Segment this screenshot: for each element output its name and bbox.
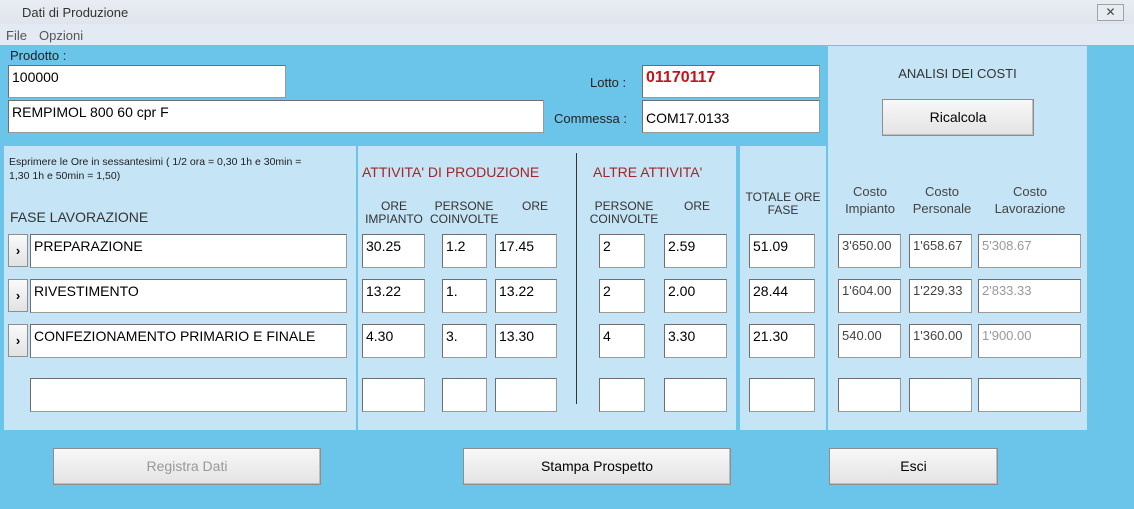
- analisi-title: ANALISI DEI COSTI: [898, 66, 1017, 81]
- stampa-prospetto-button[interactable]: Stampa Prospetto: [463, 448, 731, 485]
- costo-lavorazione-field[interactable]: 5'308.67: [978, 234, 1081, 268]
- costo-lavorazione-field[interactable]: [978, 378, 1081, 412]
- row-detail-button[interactable]: ›: [8, 324, 28, 357]
- fase-input[interactable]: RIVESTIMENTO: [30, 279, 347, 313]
- commessa-label: Commessa :: [554, 111, 627, 126]
- ore-altre-input[interactable]: 2.59: [664, 234, 727, 268]
- commessa-input[interactable]: COM17.0133: [642, 100, 820, 133]
- persone-header: PERSONE COINVOLTE: [430, 199, 499, 226]
- costo-lavorazione-field[interactable]: 2'833.33: [978, 279, 1081, 313]
- ore-impianto-header: ORE IMPIANTO: [365, 199, 423, 226]
- ore-input[interactable]: 13.30: [495, 324, 557, 358]
- prodotto-label: Prodotto :: [10, 48, 67, 63]
- costo-impianto-field[interactable]: 3'650.00: [838, 234, 901, 268]
- costo-personale-field[interactable]: 1'658.67: [909, 234, 972, 268]
- totale-header: TOTALE ORE FASE: [745, 190, 821, 217]
- row-detail-button[interactable]: ›: [8, 279, 28, 312]
- costo-impianto-field[interactable]: [838, 378, 901, 412]
- costo-impianto-field[interactable]: 540.00: [838, 324, 901, 358]
- ore-altre-input[interactable]: [664, 378, 727, 412]
- costo-personale-field[interactable]: [909, 378, 972, 412]
- ore-altre-header: ORE: [683, 199, 710, 213]
- menu-opzioni[interactable]: Opzioni: [39, 28, 84, 43]
- persone-altre-input[interactable]: 2: [599, 279, 645, 313]
- costo-personale-header: Costo Personale: [912, 184, 972, 216]
- fase-input[interactable]: CONFEZIONAMENTO PRIMARIO E FINALE: [30, 324, 347, 358]
- lotto-label: Lotto :: [590, 75, 627, 90]
- window-title: Dati di Produzione: [22, 5, 129, 20]
- costo-lavorazione-field[interactable]: 1'900.00: [978, 324, 1081, 358]
- note-sessantesimi: Esprimere le Ore in sessantesimi ( 1/2 o…: [9, 156, 302, 182]
- ricalcola-button[interactable]: Ricalcola: [882, 99, 1034, 136]
- ore-input[interactable]: 17.45: [495, 234, 557, 268]
- fase-input[interactable]: [30, 378, 347, 412]
- codice-prodotto-input[interactable]: 100000: [8, 65, 286, 98]
- ore-input[interactable]: 13.22: [495, 279, 557, 313]
- persone-input[interactable]: 1.: [442, 279, 487, 313]
- persone-input[interactable]: 3.: [442, 324, 487, 358]
- ore-altre-input[interactable]: 2.00: [664, 279, 727, 313]
- persone-input[interactable]: 1.2: [442, 234, 487, 268]
- descrizione-prodotto-input[interactable]: REMPIMOL 800 60 cpr F: [8, 100, 544, 133]
- persone-input[interactable]: [442, 378, 487, 412]
- ore-altre-input[interactable]: 3.30: [664, 324, 727, 358]
- fase-header: FASE LAVORAZIONE: [10, 209, 149, 225]
- altre-header: ALTRE ATTIVITA': [593, 164, 703, 180]
- row-detail-button[interactable]: ›: [8, 234, 28, 267]
- ore-impianto-input[interactable]: 4.30: [362, 324, 425, 358]
- ore-impianto-input[interactable]: 13.22: [362, 279, 425, 313]
- fase-input[interactable]: PREPARAZIONE: [30, 234, 347, 268]
- lotto-input[interactable]: 01170117: [642, 65, 820, 98]
- ore-input[interactable]: [495, 378, 557, 412]
- totale-ore-input[interactable]: [749, 378, 815, 412]
- ore-impianto-input[interactable]: [362, 378, 425, 412]
- ore-impianto-input[interactable]: 30.25: [362, 234, 425, 268]
- totale-ore-input[interactable]: 21.30: [749, 324, 815, 358]
- menu-file[interactable]: File: [6, 28, 27, 43]
- costo-lavorazione-header: Costo Lavorazione: [994, 184, 1066, 216]
- persone-altre-header: PERSONE COINVOLTE: [589, 199, 659, 226]
- persone-altre-input[interactable]: 2: [599, 234, 645, 268]
- title-bar: [0, 0, 1134, 24]
- totale-ore-input[interactable]: 51.09: [749, 234, 815, 268]
- costo-personale-field[interactable]: 1'360.00: [909, 324, 972, 358]
- registra-dati-button[interactable]: Registra Dati: [53, 448, 321, 485]
- persone-altre-input[interactable]: [599, 378, 645, 412]
- costo-impianto-field[interactable]: 1'604.00: [838, 279, 901, 313]
- esci-button[interactable]: Esci: [829, 448, 998, 485]
- menu-bar: [0, 24, 1134, 45]
- totale-ore-input[interactable]: 28.44: [749, 279, 815, 313]
- costo-impianto-header: Costo Impianto: [845, 184, 895, 216]
- produzione-header: ATTIVITA' DI PRODUZIONE: [362, 164, 540, 180]
- ore-header: ORE: [521, 199, 548, 213]
- persone-altre-input[interactable]: 4: [599, 324, 645, 358]
- close-icon[interactable]: ✕: [1097, 4, 1124, 21]
- costo-personale-field[interactable]: 1'229.33: [909, 279, 972, 313]
- divider: [576, 153, 577, 404]
